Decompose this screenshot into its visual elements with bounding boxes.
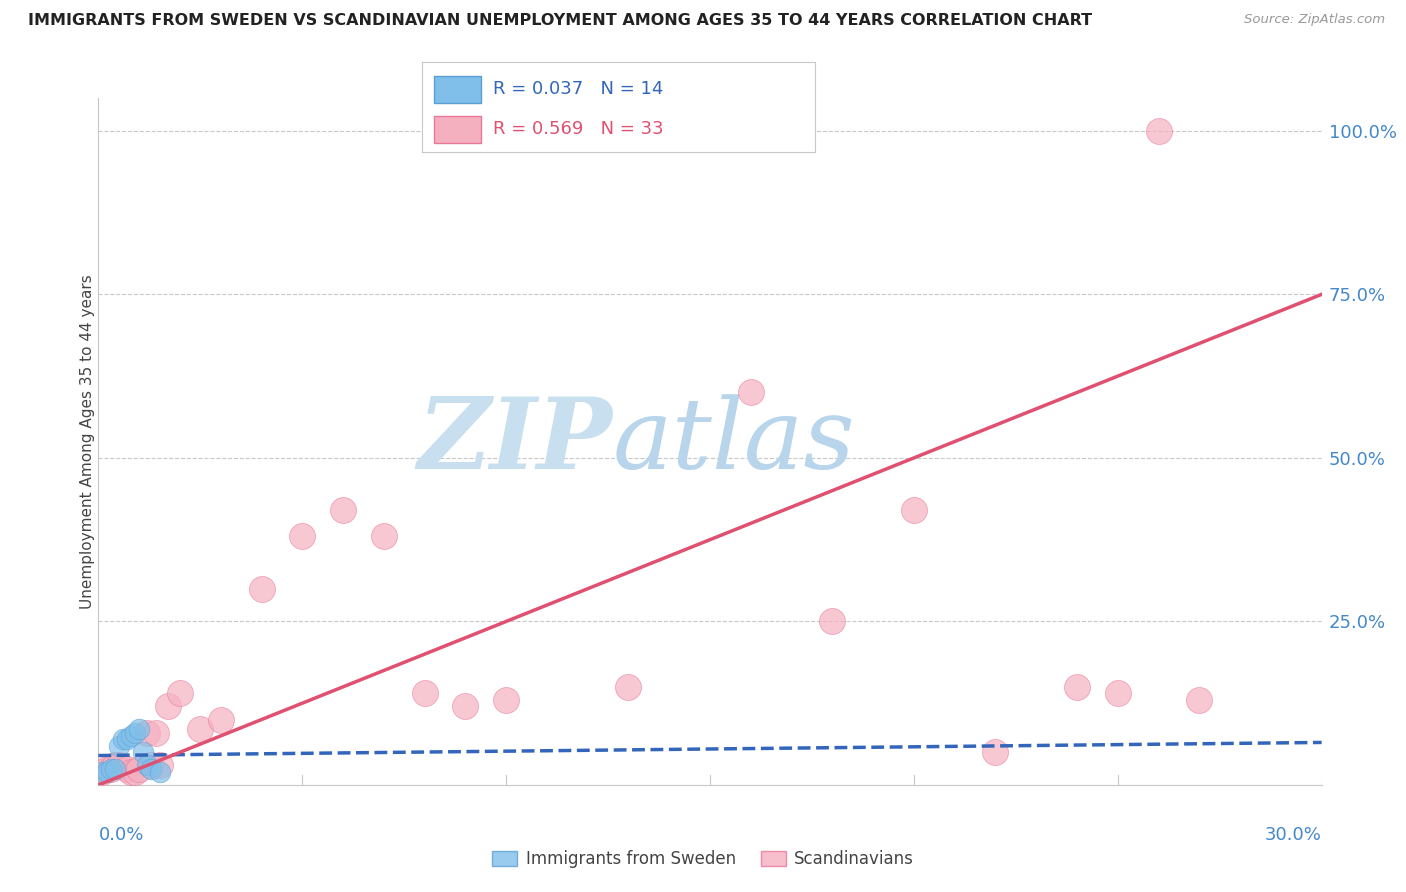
Point [617, 680, 640, 694]
Point [413, 686, 436, 700]
Text: 0.0%: 0.0% [98, 826, 143, 844]
Point [821, 615, 844, 629]
Text: R = 0.037   N = 14: R = 0.037 N = 14 [492, 80, 664, 98]
Point [454, 699, 477, 714]
Point [100, 762, 122, 776]
Point [141, 762, 163, 776]
Point [104, 762, 127, 776]
Point [108, 739, 131, 753]
Point [209, 713, 232, 727]
Point [91, 764, 114, 779]
Point [128, 723, 150, 737]
Text: ZIP: ZIP [418, 393, 612, 490]
Point [108, 758, 131, 772]
Point [96, 762, 118, 776]
Point [132, 745, 155, 759]
Point [120, 764, 142, 779]
Point [149, 764, 172, 779]
Point [115, 732, 138, 747]
Y-axis label: Unemployment Among Ages 35 to 44 years: Unemployment Among Ages 35 to 44 years [80, 274, 94, 609]
Point [984, 745, 1007, 759]
Point [141, 758, 163, 772]
FancyBboxPatch shape [433, 116, 481, 143]
Point [100, 762, 122, 776]
Text: IMMIGRANTS FROM SWEDEN VS SCANDINAVIAN UNEMPLOYMENT AMONG AGES 35 TO 44 YEARS CO: IMMIGRANTS FROM SWEDEN VS SCANDINAVIAN U… [28, 13, 1092, 29]
Text: atlas: atlas [612, 394, 855, 489]
Point [124, 725, 146, 739]
Point [115, 762, 138, 776]
Text: Source: ZipAtlas.com: Source: ZipAtlas.com [1244, 13, 1385, 27]
Point [96, 764, 118, 779]
Point [1147, 124, 1170, 138]
Point [1107, 686, 1129, 700]
Point [250, 582, 273, 596]
Point [903, 503, 925, 517]
Point [1066, 680, 1088, 694]
Point [169, 686, 191, 700]
Point [188, 723, 212, 737]
Text: R = 0.569   N = 33: R = 0.569 N = 33 [492, 120, 664, 138]
Point [373, 529, 395, 543]
Point [145, 725, 167, 739]
Point [291, 529, 314, 543]
Text: 30.0%: 30.0% [1265, 826, 1322, 844]
Point [1188, 693, 1211, 707]
Point [120, 729, 142, 743]
Point [136, 725, 159, 739]
Point [156, 699, 179, 714]
Point [111, 732, 134, 747]
Point [136, 758, 159, 772]
Point [91, 764, 114, 779]
Legend: Immigrants from Sweden, Scandinavians: Immigrants from Sweden, Scandinavians [485, 844, 921, 875]
Point [332, 503, 354, 517]
Point [128, 762, 150, 776]
Point [740, 385, 762, 400]
Point [149, 758, 172, 772]
Point [104, 758, 127, 772]
Point [124, 764, 146, 779]
Point [495, 693, 517, 707]
FancyBboxPatch shape [433, 76, 481, 103]
